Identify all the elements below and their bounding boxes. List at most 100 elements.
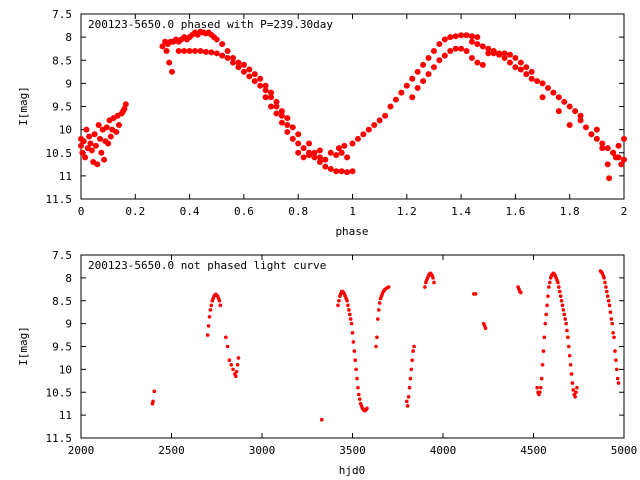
unphased-data-point xyxy=(614,358,618,363)
phased-data-point xyxy=(452,45,459,52)
phased-data-point xyxy=(103,124,110,131)
unphased-data-point xyxy=(409,367,414,372)
unphased-xlabel: hjd0 xyxy=(339,464,366,477)
phased-y-tick-label: 9 xyxy=(65,77,72,90)
unphased-data-point xyxy=(606,298,611,303)
phased-data-point xyxy=(425,54,432,61)
phased-x-tick-label: 0.6 xyxy=(234,205,254,218)
unphased-points-group xyxy=(150,269,621,422)
phased-x-tick-label: 1.4 xyxy=(451,205,471,218)
phased-data-point xyxy=(447,34,454,41)
phased-data-point xyxy=(94,161,101,168)
unphased-data-point xyxy=(568,363,573,367)
phased-data-point xyxy=(577,117,584,124)
phased-data-point xyxy=(116,122,123,128)
unphased-data-point xyxy=(541,349,546,353)
phased-data-point xyxy=(230,59,237,66)
unphased-data-point xyxy=(608,310,613,314)
phased-data-point xyxy=(604,145,611,152)
unphased-data-point xyxy=(423,285,427,289)
phased-x-tick-label: 0.4 xyxy=(180,205,200,218)
unphased-data-point xyxy=(407,385,412,390)
phased-data-point xyxy=(246,66,253,73)
phased-data-point xyxy=(86,133,93,140)
unphased-data-point xyxy=(405,404,410,408)
phased-data-point xyxy=(87,140,94,147)
unphased-data-point xyxy=(376,317,380,321)
phased-data-point xyxy=(606,175,613,182)
phased-data-point xyxy=(485,45,492,52)
phased-data-point xyxy=(278,112,285,119)
unphased-data-point xyxy=(519,290,523,295)
phased-data-point xyxy=(409,75,416,82)
unphased-data-point xyxy=(406,395,411,399)
phased-data-point xyxy=(474,34,481,41)
phased-data-point xyxy=(268,94,275,101)
phased-data-point xyxy=(528,75,535,82)
unphased-data-point xyxy=(431,276,435,280)
phased-data-point xyxy=(105,140,112,147)
phased-data-point xyxy=(251,78,258,85)
unphased-data-point xyxy=(357,392,361,397)
phased-data-point xyxy=(468,33,475,40)
unphased-data-point xyxy=(208,308,213,312)
unphased-data-point xyxy=(542,335,547,340)
phased-data-point xyxy=(360,131,367,138)
phased-data-point xyxy=(501,54,508,61)
phased-data-point xyxy=(572,108,579,115)
phased-data-point xyxy=(333,152,340,159)
unphased-data-point xyxy=(356,385,360,390)
unphased-panel: 200123-5650.0 not phased light curve hjd… xyxy=(17,249,637,477)
phased-data-point xyxy=(273,110,280,117)
phased-y-tick-label: 8 xyxy=(65,31,72,44)
phased-data-point xyxy=(512,64,519,71)
phased-data-point xyxy=(517,66,524,73)
unphased-data-point xyxy=(352,349,357,353)
phased-data-point xyxy=(544,85,551,91)
phased-data-point xyxy=(474,59,481,66)
unphased-x-tick-label: 2000 xyxy=(68,444,95,457)
phased-data-point xyxy=(295,140,302,147)
phased-data-point xyxy=(335,145,342,152)
phased-x-tick-label: 1.6 xyxy=(505,205,525,218)
phased-data-point xyxy=(197,48,204,54)
unphased-data-point xyxy=(386,285,391,289)
phased-data-point xyxy=(561,98,568,105)
phased-data-point xyxy=(246,73,253,80)
unphased-data-point xyxy=(205,333,210,337)
unphased-data-point xyxy=(432,280,436,285)
phased-data-point xyxy=(593,126,600,133)
unphased-data-point xyxy=(571,388,576,392)
phased-data-point xyxy=(262,94,269,101)
unphased-data-point xyxy=(357,397,362,401)
phased-data-point xyxy=(284,115,291,122)
phased-data-point xyxy=(506,51,513,58)
phased-data-point xyxy=(588,131,595,138)
phased-x-tick-label: 1 xyxy=(349,205,356,218)
phased-data-point xyxy=(202,48,209,55)
phased-data-point xyxy=(387,103,394,110)
unphased-data-point xyxy=(483,326,488,331)
phased-data-point xyxy=(91,131,98,138)
unphased-data-point xyxy=(347,312,352,317)
phased-data-point xyxy=(257,82,264,89)
phased-data-point xyxy=(420,78,427,85)
phased-data-point xyxy=(175,48,182,54)
phased-data-point xyxy=(300,145,307,152)
phased-y-tick-label: 10 xyxy=(59,124,72,137)
phased-data-point xyxy=(430,48,437,54)
unphased-data-point xyxy=(603,280,607,285)
phased-data-point xyxy=(97,135,104,142)
phased-x-tick-label: 1.8 xyxy=(560,205,580,218)
phased-data-point xyxy=(159,43,166,50)
unphased-y-tick-label: 10 xyxy=(59,363,72,376)
unphased-x-tick-label: 2500 xyxy=(158,444,185,457)
phased-data-point xyxy=(311,149,318,156)
unphased-data-point xyxy=(565,328,569,333)
phased-data-point xyxy=(251,71,258,78)
phased-data-point xyxy=(523,64,530,71)
unphased-data-point xyxy=(353,358,358,363)
unphased-data-point xyxy=(405,399,409,404)
phased-data-point xyxy=(92,142,99,149)
unphased-data-point xyxy=(547,285,551,289)
